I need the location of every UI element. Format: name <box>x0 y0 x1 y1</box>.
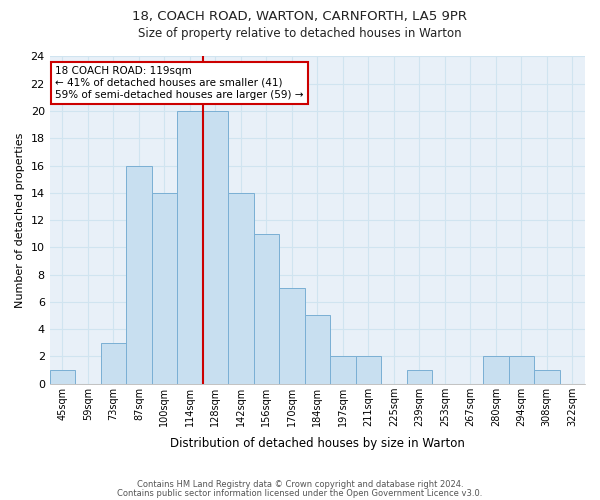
Text: 18, COACH ROAD, WARTON, CARNFORTH, LA5 9PR: 18, COACH ROAD, WARTON, CARNFORTH, LA5 9… <box>133 10 467 23</box>
Y-axis label: Number of detached properties: Number of detached properties <box>15 132 25 308</box>
Text: Contains HM Land Registry data © Crown copyright and database right 2024.: Contains HM Land Registry data © Crown c… <box>137 480 463 489</box>
Bar <box>483 356 509 384</box>
Text: Size of property relative to detached houses in Warton: Size of property relative to detached ho… <box>138 28 462 40</box>
Bar <box>101 342 126 384</box>
Bar <box>279 288 305 384</box>
Bar <box>177 111 203 384</box>
Bar <box>356 356 381 384</box>
Text: 18 COACH ROAD: 119sqm
← 41% of detached houses are smaller (41)
59% of semi-deta: 18 COACH ROAD: 119sqm ← 41% of detached … <box>55 66 304 100</box>
Text: Contains public sector information licensed under the Open Government Licence v3: Contains public sector information licen… <box>118 488 482 498</box>
Bar <box>126 166 152 384</box>
Bar <box>228 193 254 384</box>
Bar <box>305 316 330 384</box>
Bar <box>254 234 279 384</box>
Bar <box>152 193 177 384</box>
Bar <box>407 370 432 384</box>
Bar <box>330 356 356 384</box>
Bar <box>203 111 228 384</box>
X-axis label: Distribution of detached houses by size in Warton: Distribution of detached houses by size … <box>170 437 465 450</box>
Bar <box>50 370 75 384</box>
Bar <box>509 356 534 384</box>
Bar <box>534 370 560 384</box>
